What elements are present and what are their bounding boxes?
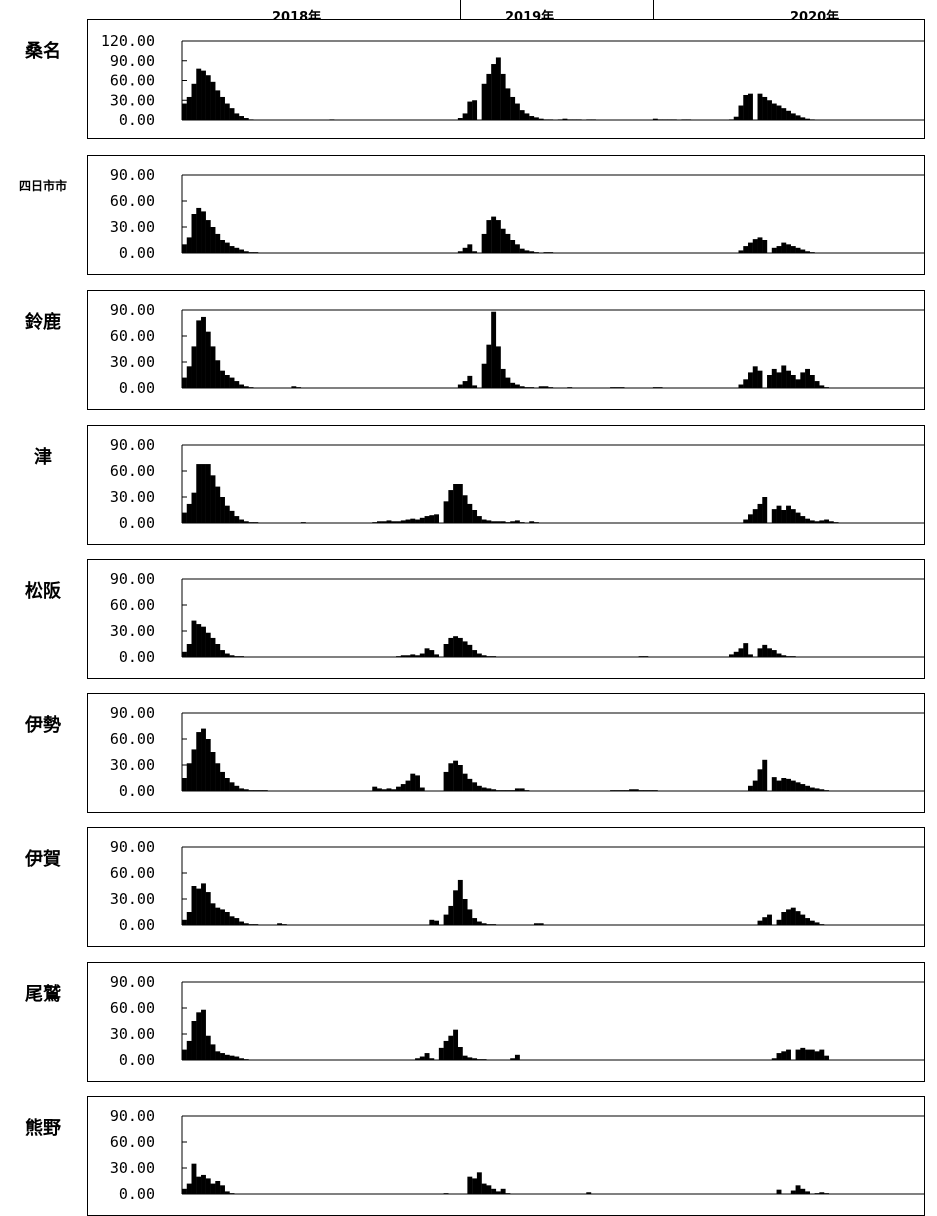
region-label: 伊勢 (25, 715, 61, 736)
panel-frame (87, 19, 925, 139)
panel-frame (87, 693, 925, 813)
region-label: 四日市市 (18, 179, 67, 193)
year-divider (460, 0, 461, 20)
region-label: 桑名 (25, 41, 61, 62)
panel-frame (87, 1096, 925, 1216)
panel-frame (87, 827, 925, 947)
panel-frame (87, 155, 925, 275)
panel-frame (87, 962, 925, 1082)
region-label: 松阪 (25, 581, 61, 602)
region-label: 熊野 (25, 1118, 61, 1139)
region-label: 津 (34, 447, 52, 468)
region-label: 伊賀 (25, 849, 61, 870)
panel-frame (87, 425, 925, 545)
region-label: 鈴鹿 (25, 312, 61, 333)
panel-frame (87, 559, 925, 679)
year-divider (653, 0, 654, 20)
panel-frame (87, 290, 925, 410)
region-label: 尾鷲 (25, 984, 61, 1005)
